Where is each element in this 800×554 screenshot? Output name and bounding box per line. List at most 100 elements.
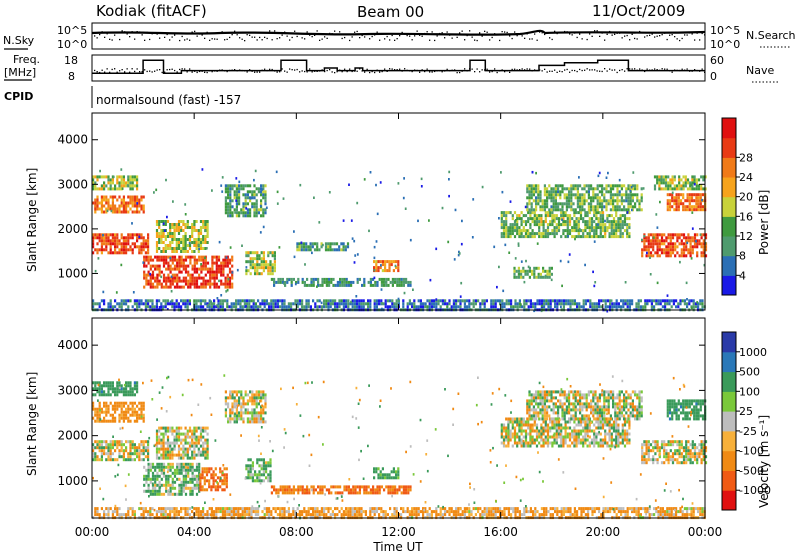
colorbar-tick-label: 12 (739, 230, 753, 243)
power-data (92, 168, 708, 313)
nsky-trace (91, 29, 706, 36)
colorbar-tick-label: -25 (739, 425, 757, 438)
time-tick-label: 16:00 (483, 525, 518, 539)
colorbar-tick-label: 100 (739, 385, 760, 398)
scatter-region (513, 266, 553, 279)
nave-tick-high: 60 (710, 54, 724, 67)
scatter-region (641, 233, 708, 258)
time-tick-label: 08:00 (279, 525, 314, 539)
scatter-region (92, 381, 139, 397)
velocity-panel: 1000 2000 3000 4000 Slant Range [km] 1000 50… (25, 317, 771, 520)
scatter-region (143, 255, 234, 289)
colorbar-swatch (722, 490, 736, 511)
velocity-y-axis: 1000 2000 3000 4000 (57, 338, 705, 488)
range-tick-label: 3000 (57, 177, 88, 191)
nave-tick-low: 0 (710, 70, 717, 83)
scatter-region (245, 251, 276, 276)
colorbar-tick-label: -1000 (739, 484, 771, 497)
power-panel: 1000 2000 3000 4000 Slant Range [km] 4 8 12 16… (25, 112, 771, 313)
nsky-tick-high: 10^5 (57, 24, 87, 37)
station-title: Kodiak (fitACF) (96, 2, 207, 20)
colorbar-swatch (722, 275, 736, 296)
scatter-region (224, 390, 267, 424)
colorbar-swatch (722, 450, 736, 471)
power-colorbar: 4 8 12 16 20 24 28 (721, 117, 753, 296)
colorbar-swatch (722, 216, 736, 237)
scatter-region (373, 467, 400, 480)
scatter-region (666, 193, 707, 212)
scatter-region (143, 462, 201, 496)
range-tick-label: 2000 (57, 222, 88, 236)
velocity-colorbar: 1000 500 100 25 -25 -100 -500 -1000 (721, 331, 771, 511)
scatter-region (92, 233, 150, 255)
scatter-region (92, 401, 145, 423)
colorbar-tick-label: 500 (739, 366, 760, 379)
time-axis: 00:00 04:00 08:00 12:00 16:00 20:00 00:00 (75, 113, 723, 539)
time-tick-label: 00:00 (688, 525, 723, 539)
noise-specks (92, 374, 695, 520)
nsearch-label: N.Search (746, 29, 796, 42)
nsky-tick-low: 10^0 (57, 38, 87, 51)
nave-trace (94, 68, 706, 74)
colorbar-swatch (722, 137, 736, 158)
colorbar-swatch (722, 391, 736, 412)
freq-panel-frame (91, 54, 706, 82)
scatter-region (224, 184, 267, 218)
freq-label: Freq. (13, 53, 40, 66)
power-y-axis: 1000 2000 3000 4000 (57, 133, 705, 280)
colorbar-swatch (722, 411, 736, 432)
colorbar-swatch (722, 255, 736, 276)
range-tick-label: 4000 (57, 133, 88, 147)
colorbar-swatch (722, 332, 736, 353)
colorbar-tick-label: 24 (739, 171, 753, 184)
colorbar-swatch (722, 371, 736, 392)
scatter-region (526, 390, 643, 421)
freq-unit-label: [MHz] (4, 66, 36, 79)
scatter-region (641, 440, 708, 465)
scatter-region (653, 175, 707, 191)
scatter-region (245, 458, 272, 483)
colorbar-tick-label: 16 (739, 210, 753, 223)
scatter-region (270, 277, 412, 287)
time-tick-label: 04:00 (177, 525, 212, 539)
scatter-region (500, 211, 631, 239)
scatter-region (526, 184, 643, 212)
range-tick-label: 1000 (57, 266, 88, 280)
cpid-label: CPID (4, 90, 33, 103)
time-tick-label: 00:00 (75, 525, 110, 539)
frequency-trace (92, 59, 705, 74)
time-axis-label: Time UT (372, 540, 423, 554)
range-tick-label: 4000 (57, 338, 88, 352)
noise-specks (94, 168, 707, 313)
scatter-region (92, 195, 145, 214)
velocity-colorbar-label: Velocity [m s⁻¹] (757, 415, 771, 508)
colorbar-tick-label: -100 (739, 445, 764, 458)
freq-tick-low: 8 (68, 70, 75, 83)
colorbar-tick-label: 8 (739, 250, 746, 263)
scatter-region (500, 417, 631, 448)
range-tick-label: 3000 (57, 383, 88, 397)
colorbar-swatch (722, 236, 736, 257)
range-tick-label: 2000 (57, 429, 88, 443)
colorbar-swatch (722, 430, 736, 452)
cpid-text: normalsound (fast) -157 (96, 93, 241, 107)
nsky-label: N.Sky (3, 34, 35, 47)
colorbar-swatch (722, 118, 736, 139)
scatter-region (666, 399, 707, 421)
colorbar-tick-label: 1000 (739, 346, 767, 359)
power-colorbar-label: Power [dB] (757, 190, 771, 255)
scatter-region (92, 440, 150, 462)
colorbar-tick-label: 4 (739, 269, 746, 282)
nsearch-tick-low: 10^0 (710, 38, 740, 51)
colorbar-tick-label: 28 (739, 151, 753, 164)
nsearch-tick-high: 10^5 (710, 24, 740, 37)
time-tick-label: 12:00 (381, 525, 416, 539)
range-tick-label: 1000 (57, 474, 88, 488)
velocity-ylabel: Slant Range [km] (25, 372, 39, 476)
colorbar-swatch (722, 351, 736, 373)
colorbar-swatch (722, 157, 736, 178)
scatter-region (199, 467, 228, 492)
colorbar-swatch (722, 196, 736, 217)
date-title: 11/Oct/2009 (592, 2, 685, 20)
